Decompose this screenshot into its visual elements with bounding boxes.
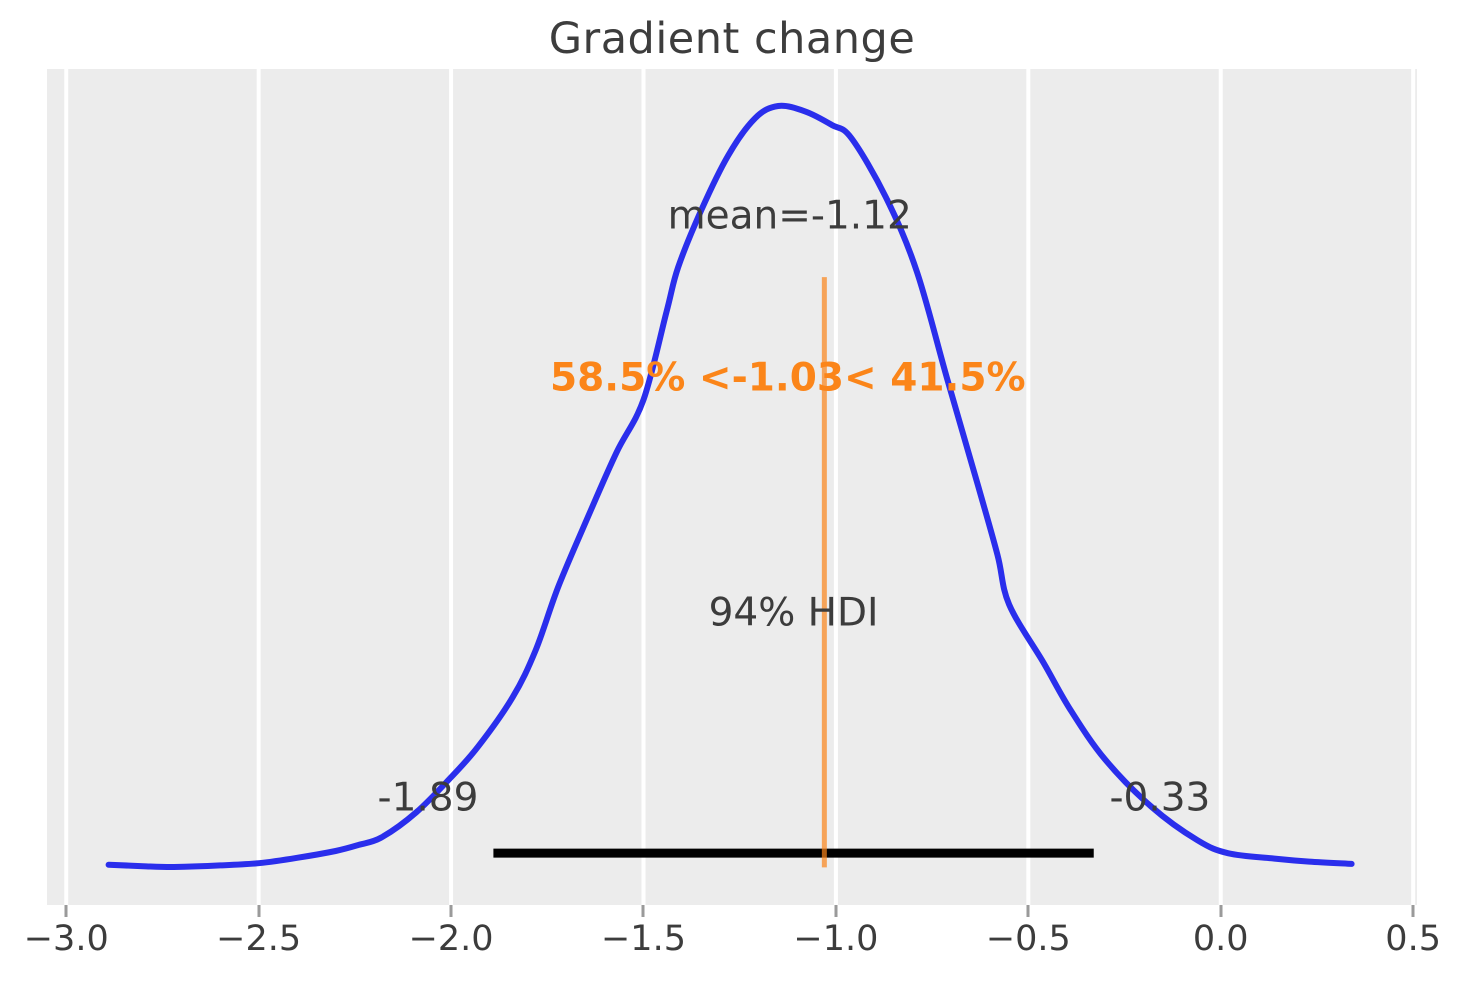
x-tick-mark — [257, 905, 261, 917]
x-tick-label: −2.5 — [216, 919, 302, 959]
x-tick-label: −2.0 — [408, 919, 494, 959]
ref-percentages-text: 58.5% <-1.03< 41.5% — [550, 355, 1026, 401]
x-tick-mark — [64, 905, 68, 917]
x-tick-label: −3.0 — [23, 919, 109, 959]
x-tick-label: −1.0 — [793, 919, 879, 959]
hdi-low-label: -1.89 — [377, 775, 479, 821]
hdi-label: 94% HDI — [708, 590, 879, 636]
x-tick-mark — [449, 905, 453, 917]
x-tick-label: −1.5 — [600, 919, 686, 959]
x-tick-mark — [834, 905, 838, 917]
x-tick-label: 0.5 — [1385, 919, 1441, 959]
x-tick-label: −0.5 — [985, 919, 1071, 959]
kde-curve — [105, 102, 1355, 871]
x-tick-mark — [1026, 905, 1030, 917]
x-tick-mark — [1219, 905, 1223, 917]
x-tick-label: 0.0 — [1192, 919, 1249, 959]
plot-canvas — [64, 69, 1416, 905]
mean-label: mean=-1.12 — [667, 193, 912, 239]
x-tick-mark — [1411, 905, 1415, 917]
hdi-high-label: -0.33 — [1109, 775, 1211, 821]
plot-area: mean=-1.12 58.5% <-1.03< 41.5% 94% HDI -1.8… — [47, 69, 1417, 905]
x-tick-mark — [641, 905, 645, 917]
chart-title: Gradient change — [548, 14, 916, 64]
